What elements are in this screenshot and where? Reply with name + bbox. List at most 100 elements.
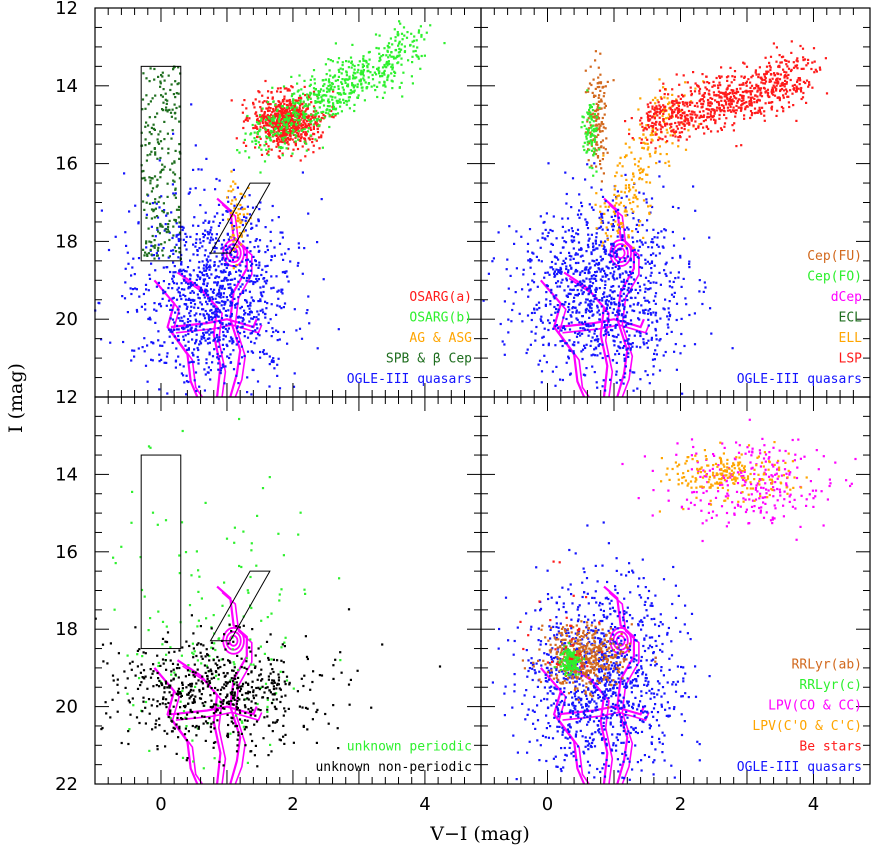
data-point (243, 215, 246, 218)
data-point (602, 379, 605, 382)
data-point (263, 352, 266, 356)
data-point (317, 124, 320, 127)
data-point (660, 230, 663, 233)
data-point (217, 338, 220, 341)
data-point (579, 301, 582, 305)
data-point (790, 68, 793, 71)
data-point (213, 321, 216, 324)
data-point (334, 113, 337, 116)
data-point (293, 372, 296, 375)
data-point (582, 145, 585, 148)
data-point (647, 339, 650, 342)
data-point (146, 254, 149, 257)
data-point (626, 226, 629, 229)
data-point (272, 357, 275, 360)
data-point (605, 299, 608, 302)
data-point (250, 332, 253, 335)
data-point (185, 380, 189, 383)
data-point (169, 308, 172, 311)
data-point (212, 305, 215, 308)
data-point (612, 339, 615, 342)
data-point (246, 258, 250, 261)
data-point (339, 105, 342, 108)
data-point (601, 311, 605, 315)
data-point (161, 75, 164, 78)
data-point (291, 93, 294, 96)
data-point (154, 151, 157, 154)
data-point (238, 234, 241, 238)
data-point (633, 193, 636, 197)
data-point (155, 252, 158, 255)
data-point (698, 279, 701, 282)
data-point (590, 115, 593, 118)
data-point (579, 327, 582, 330)
data-point (808, 81, 811, 84)
data-point (635, 223, 638, 226)
data-point (187, 282, 190, 285)
data-point (589, 289, 592, 292)
data-point (248, 311, 252, 314)
data-point (783, 76, 786, 79)
data-point (163, 229, 166, 232)
data-point (142, 200, 145, 203)
data-point (131, 288, 134, 291)
data-point (736, 101, 739, 104)
data-point (677, 145, 680, 148)
data-point (322, 89, 325, 92)
data-point (615, 197, 618, 200)
data-point (662, 104, 665, 107)
data-point (603, 320, 606, 323)
data-point (209, 266, 212, 269)
data-point (312, 92, 316, 95)
data-point (812, 47, 816, 50)
data-point (587, 132, 590, 135)
data-point (715, 76, 718, 80)
data-point (258, 91, 261, 94)
data-point (246, 376, 249, 379)
data-point (300, 133, 303, 136)
data-point (348, 107, 351, 110)
data-point (577, 292, 580, 295)
data-point (702, 100, 705, 103)
data-point (174, 220, 177, 223)
data-point (145, 201, 148, 204)
data-point (595, 114, 598, 118)
data-point (220, 243, 224, 246)
data-point (288, 128, 291, 131)
data-point (611, 225, 614, 228)
data-point (631, 137, 634, 140)
data-point (508, 225, 511, 228)
data-point (637, 301, 640, 305)
data-point (629, 202, 632, 205)
data-point (423, 38, 426, 41)
data-point (570, 239, 573, 242)
data-point (623, 228, 627, 231)
data-point (800, 67, 803, 70)
data-point (214, 307, 217, 310)
data-point (376, 67, 379, 70)
data-point (732, 100, 735, 103)
data-point (681, 392, 684, 395)
data-point (277, 330, 280, 333)
data-point (670, 125, 673, 128)
data-point (143, 337, 146, 340)
data-point (250, 264, 253, 267)
data-point (269, 107, 272, 110)
data-point (272, 119, 275, 122)
data-point (304, 103, 307, 106)
data-point (584, 132, 587, 135)
data-point (561, 246, 564, 249)
data-point (567, 271, 570, 274)
data-point (677, 95, 680, 98)
data-point (209, 231, 212, 234)
data-point (675, 125, 678, 128)
data-point (246, 246, 249, 249)
data-point (242, 230, 246, 233)
data-point (180, 288, 184, 291)
data-point (312, 144, 315, 147)
data-point (658, 112, 661, 115)
data-point (800, 90, 803, 93)
data-point (205, 284, 208, 287)
data-point (602, 244, 605, 247)
data-point (308, 138, 311, 141)
